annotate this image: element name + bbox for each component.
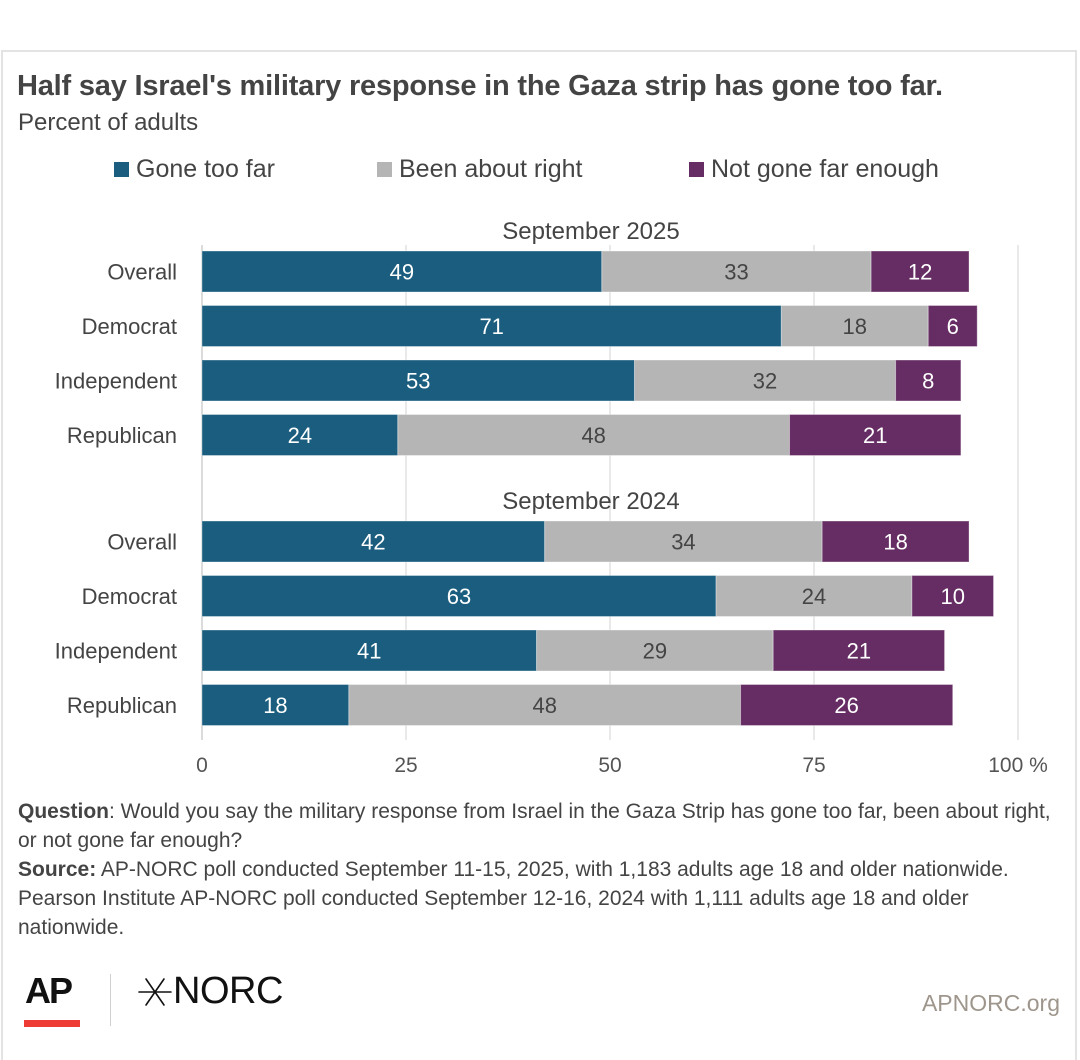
data-label: 49 <box>390 260 414 285</box>
bar-segment <box>911 575 995 617</box>
x-tick-label: 75 <box>802 754 825 777</box>
bar-segment <box>201 575 717 617</box>
data-label: 18 <box>843 314 867 339</box>
category-label: Independent <box>55 639 177 664</box>
data-label: 6 <box>947 314 959 339</box>
data-label: 48 <box>532 693 556 718</box>
data-label: 24 <box>802 584 826 609</box>
group-heading: September 2024 <box>502 488 679 515</box>
bar-segment <box>397 414 791 456</box>
data-label: 10 <box>940 584 964 609</box>
data-label: 29 <box>643 639 667 664</box>
question-note: Question: Would you say the military res… <box>18 797 1058 855</box>
data-label: 42 <box>361 530 385 555</box>
footnote: Question: Would you say the military res… <box>18 797 1058 942</box>
data-label: 26 <box>834 693 858 718</box>
legend-item-gone-too-far: Gone too far <box>114 155 275 184</box>
data-label: 41 <box>357 639 381 664</box>
category-label: Democrat <box>82 314 177 339</box>
legend-item-been-about-right: Been about right <box>377 155 582 184</box>
ap-logo: AP <box>25 970 73 1011</box>
bar-segment <box>633 359 897 402</box>
data-label: 63 <box>447 584 471 609</box>
logo-divider <box>110 974 111 1026</box>
norc-star-icon <box>138 977 172 1006</box>
legend-swatch-icon <box>377 162 392 177</box>
x-tick-label: 50 <box>598 754 621 777</box>
bar-segment <box>927 305 978 347</box>
ap-logo-underline <box>24 1020 80 1027</box>
bar-segment <box>544 520 823 563</box>
norc-wordmark: NORC <box>173 970 283 1012</box>
stacked-bar-chart: 0 25 50 75 100 % September 2025 Overall 49 33 12 D… <box>55 218 1048 777</box>
data-label: 24 <box>288 423 312 448</box>
norc-logo: NORC <box>137 970 283 1013</box>
data-label: 18 <box>883 530 907 555</box>
data-label: 71 <box>479 314 503 339</box>
bar-segment <box>740 684 954 726</box>
bar-segment <box>789 414 962 456</box>
data-label: 21 <box>863 423 887 448</box>
bar-segment <box>201 629 538 672</box>
legend-swatch-icon <box>689 162 704 177</box>
x-tick-label: 25 <box>394 754 417 777</box>
legend-swatch-icon <box>114 162 129 177</box>
data-label: 48 <box>581 423 605 448</box>
question-text: : Would you say the military response fr… <box>18 800 1051 852</box>
data-label: 34 <box>671 530 695 555</box>
bar-segment <box>895 359 962 402</box>
bar-segment <box>201 359 635 402</box>
x-tick-label: 100 % <box>988 754 1048 777</box>
chart-subtitle: Percent of adults <box>18 109 199 136</box>
source-label: Source: <box>18 858 97 881</box>
bar-segment <box>601 250 872 293</box>
chart-title: Half say Israel's military response in t… <box>17 70 943 102</box>
category-label: Republican <box>67 423 177 448</box>
legend-label: Gone too far <box>136 155 275 183</box>
category-label: Overall <box>107 530 177 555</box>
bar-segment <box>870 250 970 293</box>
data-label: 8 <box>922 369 934 394</box>
data-label: 18 <box>263 693 287 718</box>
bar-segment <box>201 520 546 563</box>
bar-segment <box>348 684 742 726</box>
source-text: AP-NORC poll conducted September 11-15, … <box>18 858 1009 939</box>
group-heading: September 2025 <box>502 218 679 245</box>
bar-segment <box>201 305 782 347</box>
source-note: Source: AP-NORC poll conducted September… <box>18 855 1058 942</box>
bar-segment <box>536 629 774 672</box>
category-label: Independent <box>55 369 177 394</box>
bar-segment <box>715 575 913 617</box>
data-label: 21 <box>847 639 871 664</box>
bar-segment <box>821 520 970 563</box>
site-link[interactable]: APNORC.org <box>921 990 1060 1016</box>
bar-segment <box>201 250 603 293</box>
question-label: Question <box>18 800 110 823</box>
data-label: 33 <box>724 260 748 285</box>
data-label: 53 <box>406 369 430 394</box>
category-label: Overall <box>107 260 177 285</box>
data-label: 12 <box>908 260 932 285</box>
legend-item-not-gone-far-enough: Not gone far enough <box>689 155 939 184</box>
data-label: 32 <box>753 369 777 394</box>
bar-segment <box>780 305 929 347</box>
category-label: Democrat <box>82 584 177 609</box>
legend-label: Been about right <box>399 155 583 183</box>
bar-segment <box>772 629 946 672</box>
category-label: Republican <box>67 693 177 718</box>
x-tick-label: 0 <box>196 754 208 777</box>
bar-segment <box>201 414 399 456</box>
legend-label: Not gone far enough <box>711 155 939 183</box>
